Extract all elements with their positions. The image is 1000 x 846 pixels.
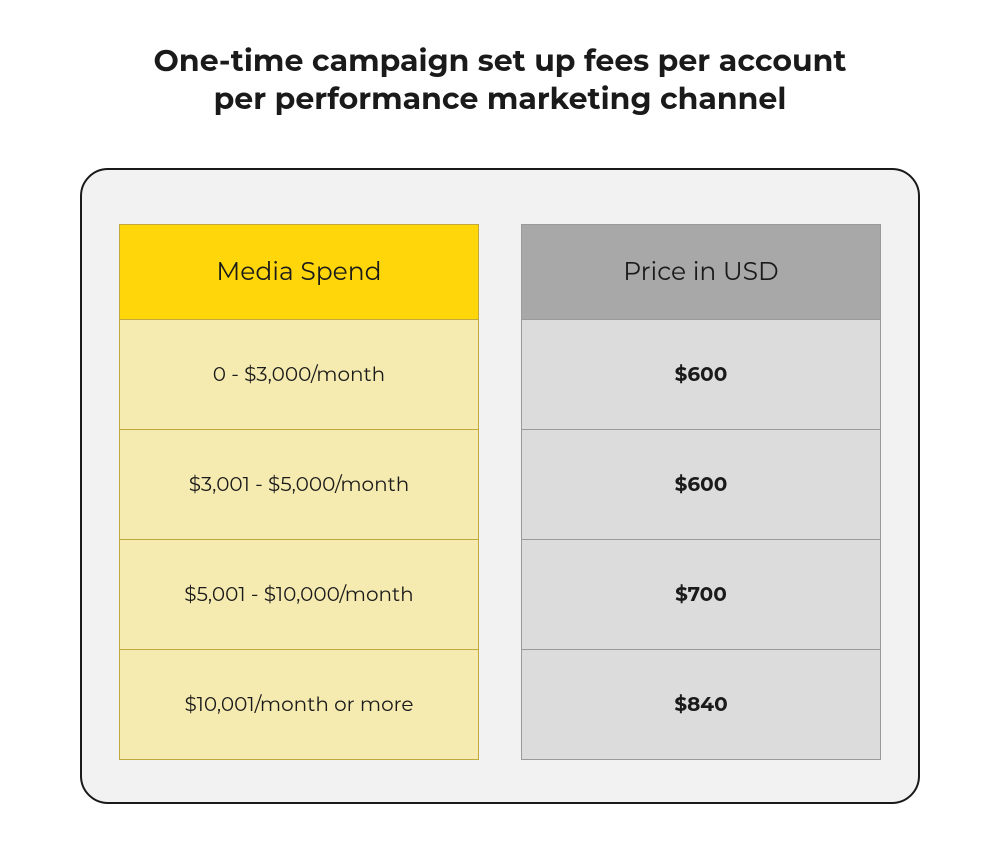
table-cell: $840 bbox=[521, 650, 881, 760]
column-media-spend: Media Spend 0 - $3,000/month $3,001 - $5… bbox=[119, 224, 479, 802]
table-cell: $700 bbox=[521, 540, 881, 650]
page-title: One-time campaign set up fees per accoun… bbox=[0, 0, 1000, 117]
table-cell: $3,001 - $5,000/month bbox=[119, 430, 479, 540]
table-cell: $10,001/month or more bbox=[119, 650, 479, 760]
table-cell: 0 - $3,000/month bbox=[119, 320, 479, 430]
pricing-card: Media Spend 0 - $3,000/month $3,001 - $5… bbox=[80, 168, 920, 804]
column-header-media-spend: Media Spend bbox=[119, 224, 479, 320]
column-price-usd: Price in USD $600 $600 $700 $840 bbox=[521, 224, 881, 802]
table-cell: $5,001 - $10,000/month bbox=[119, 540, 479, 650]
page: One-time campaign set up fees per accoun… bbox=[0, 0, 1000, 846]
table-cell: $600 bbox=[521, 320, 881, 430]
column-header-price-usd: Price in USD bbox=[521, 224, 881, 320]
table-cell: $600 bbox=[521, 430, 881, 540]
pricing-columns: Media Spend 0 - $3,000/month $3,001 - $5… bbox=[82, 170, 918, 802]
